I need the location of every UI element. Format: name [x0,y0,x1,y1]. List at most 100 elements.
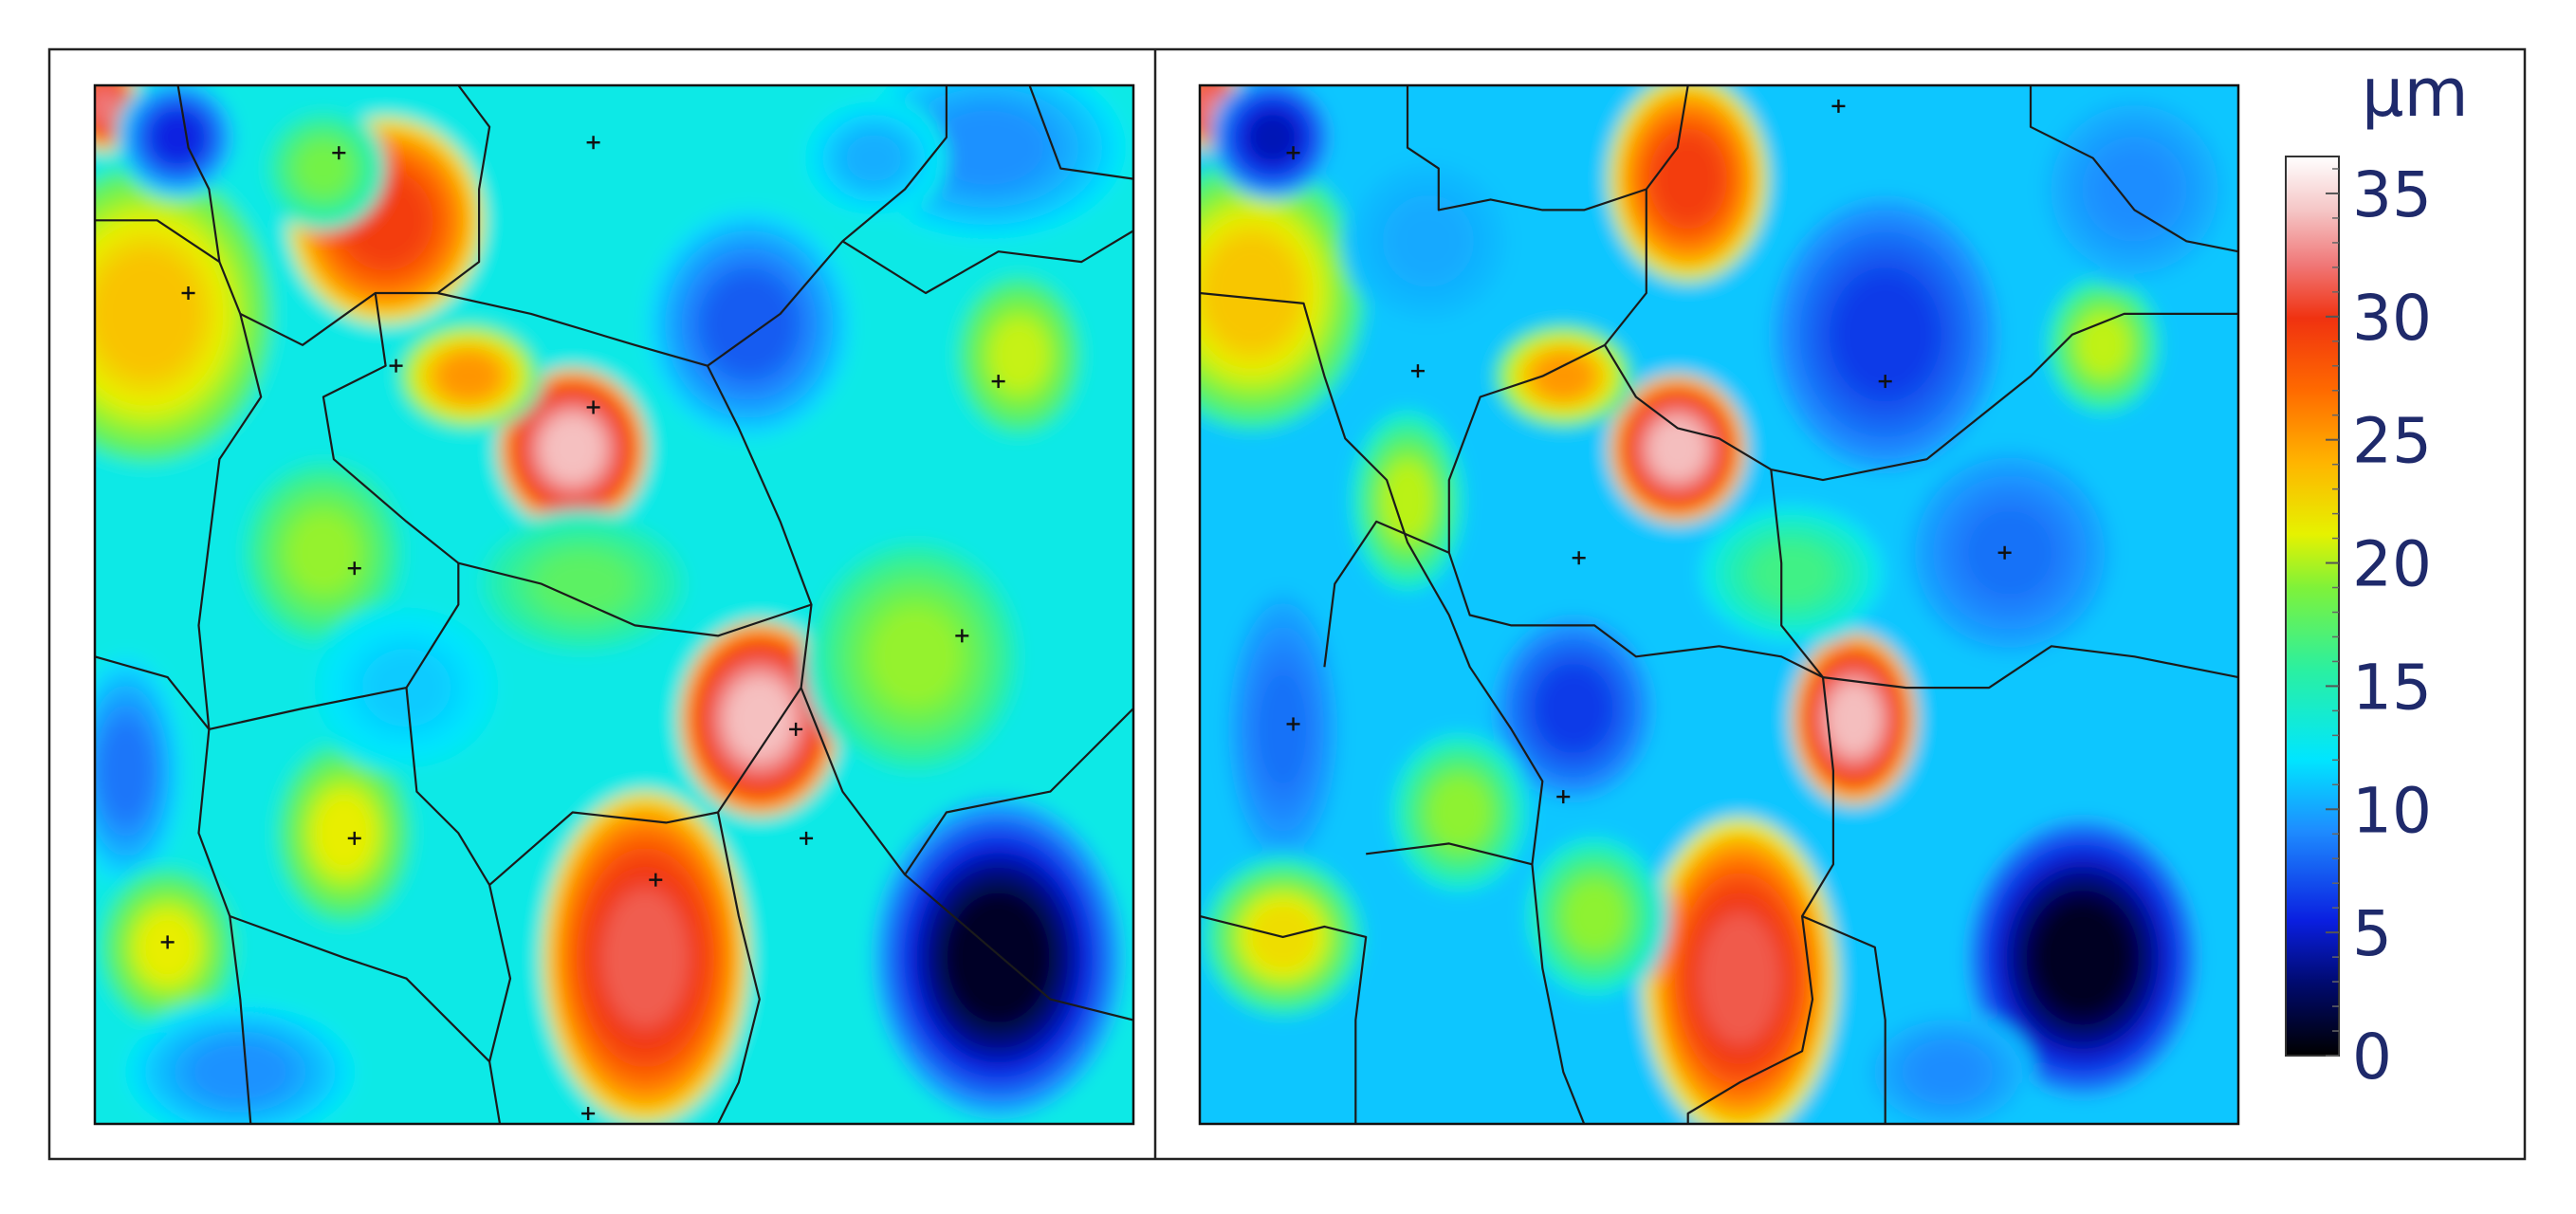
grain-boundary [95,562,460,731]
colorbar-ticks: 0 5 10 15 20 25 30 35 [2326,158,2432,1094]
height-feature-layer [846,135,902,181]
height-feature-layer [1649,418,1705,479]
grain-boundary [229,914,490,1063]
seed-marker [1410,364,1425,378]
colorbar-unit-label: µm [2362,54,2469,132]
grain-boundary [1028,85,1133,180]
height-feature-layer [1839,279,1932,391]
height-feature-layer [543,416,603,482]
seed-marker [1286,717,1300,731]
seed-marker [1997,545,2012,560]
seed-marker [649,873,663,887]
left-map-border [93,83,1135,1126]
grain-boundary [1801,914,1886,1124]
grain-boundary [1200,291,1586,1124]
height-feature-layer [95,87,120,125]
colorbar-tick-label: 20 [2352,528,2432,601]
height-feature-layer [727,679,792,759]
height-feature-layer [541,556,625,612]
height-feature-layer [993,322,1045,388]
colorbar-tick-label: 35 [2352,158,2432,231]
height-feature-layer [948,892,1050,1022]
seed-marker [789,722,803,736]
left-seed-markers [160,136,1005,1121]
grain-boundary [1603,189,2238,482]
seed-marker [1556,790,1571,804]
seed-marker [389,359,403,373]
height-feature-layer [1829,684,1880,754]
grain-boundary [1770,469,1824,678]
right-height-field [1200,85,2238,1124]
colorbar-tick-label: 0 [2352,1021,2392,1094]
height-feature-layer [1536,355,1592,397]
right-grain-boundaries [1200,85,2238,1124]
grain-boundary [437,85,948,367]
height-feature-layer [1655,137,1720,221]
right-map-border [1198,83,2240,1126]
grain-boundary [239,85,491,346]
grain-boundary [716,812,761,1124]
left-height-field [95,85,1133,1124]
right-seed-markers [1286,99,2012,804]
grain-boundary [1200,914,1368,1124]
grain-boundary [488,687,802,886]
height-feature-layer [708,278,791,371]
grain-boundary [2029,85,2238,253]
height-feature-layer [1249,114,1296,161]
height-feature-layer [932,110,1044,185]
seed-marker [991,375,1005,389]
height-feature-layer [2036,902,2129,1014]
seed-marker [586,136,600,150]
height-feature-layer [441,355,497,397]
grain-boundary [1323,520,1450,668]
height-feature-layer [155,114,201,161]
seed-marker [586,400,600,414]
height-feature-layer [603,891,688,1025]
seed-marker [1878,375,1892,389]
grain-boundary [1447,343,2238,690]
height-feature-layer [1566,883,1623,949]
seed-marker [955,629,969,643]
height-feature-layer [316,796,372,871]
seed-marker [800,831,814,845]
height-feature-layer [1431,780,1487,845]
right-map-panel [1198,83,2240,1126]
colorbar-tick-label: 10 [2352,774,2432,847]
grain-boundary [841,230,1133,295]
seed-marker [347,831,361,845]
colorbar-tick-label: 15 [2352,651,2432,724]
seed-marker [1572,551,1586,565]
left-grain-boundaries [95,85,1133,1124]
seed-marker [181,286,195,300]
height-feature-layer [1755,545,1830,601]
height-feature-layer [1915,1048,1980,1095]
colorbar: µm 0 5 10 15 20 25 30 35 [2285,54,2469,1094]
colorbar-scale [2285,156,2340,1057]
grain-boundary [1366,842,1533,866]
height-feature-layer [1384,464,1431,538]
grain-boundary [458,561,812,637]
height-feature-layer [290,515,356,590]
height-feature-layer [1541,671,1607,745]
colorbar-tick-label: 30 [2352,282,2432,355]
grain-boundary [176,85,263,1124]
height-feature-layer [1701,913,1779,1043]
seed-marker [332,146,346,160]
height-feature-layer [2080,317,2126,373]
grain-boundary [322,292,459,564]
colorbar-tick-label: 5 [2352,897,2392,970]
grain-boundary [95,219,221,264]
grain-boundary [904,708,1133,875]
height-feature-layer [2097,152,2172,227]
height-feature-layer [874,610,957,703]
height-feature-layer [96,253,198,375]
seed-marker [1831,99,1846,113]
grain-boundary [1686,676,1835,1124]
colorbar-tick-label: 25 [2352,405,2432,478]
height-feature-layer [102,725,150,818]
seed-marker [347,561,361,576]
seed-marker [160,935,175,949]
height-feature-layer [193,1044,286,1100]
height-feature-layer [1260,673,1306,785]
